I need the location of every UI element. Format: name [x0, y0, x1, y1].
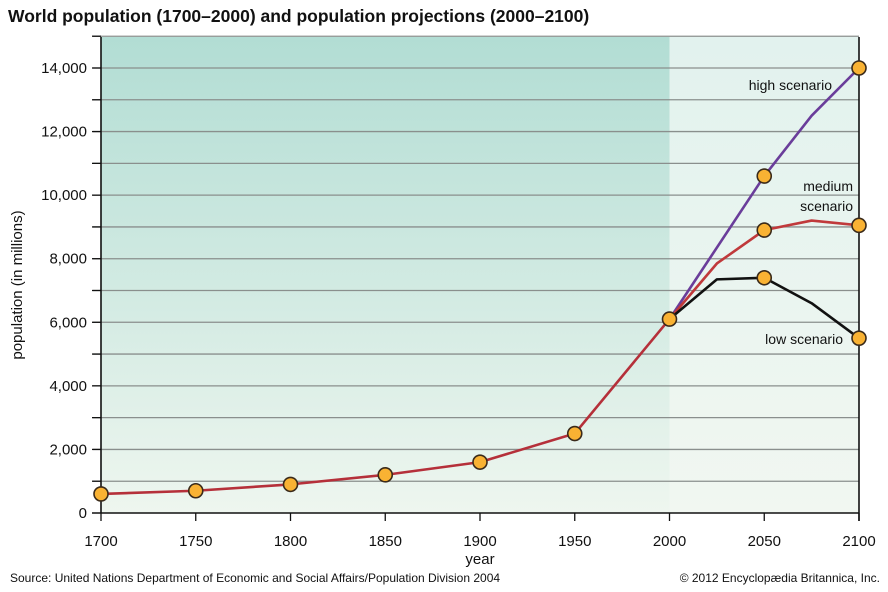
x-tick-label: 2050: [748, 533, 781, 550]
high-point-2050: [756, 168, 773, 184]
high-scenario-label: high scenario: [749, 77, 832, 93]
y-axis-label: population (in millions): [9, 210, 26, 359]
medium-scenario-label-line2: scenario: [800, 198, 853, 214]
x-tick-label: 1900: [463, 533, 496, 550]
low-point-2100: [851, 330, 867, 346]
y-tick-label: 8,000: [49, 251, 87, 268]
high-series-line: [668, 67, 860, 320]
low-scenario-label: low scenario: [765, 331, 843, 347]
medium-point-2100: [851, 217, 867, 234]
historical-point-1700: [93, 486, 109, 502]
medium-scenario-label-line1: medium: [803, 178, 853, 194]
x-tick-label: 1800: [274, 533, 307, 550]
historical-point-1850: [377, 467, 394, 483]
high-point-2100: [851, 60, 867, 76]
historical-point-1800: [282, 476, 299, 493]
y-tick-label: 6,000: [49, 314, 87, 331]
chart-title: World population (1700–2000) and populat…: [8, 6, 590, 26]
historical-region: [101, 37, 670, 513]
copyright-note: © 2012 Encyclopædia Britannica, Inc.: [679, 571, 880, 585]
x-axis-label: year: [465, 551, 494, 568]
low-point-2050: [756, 269, 773, 286]
x-tick-label: 1700: [84, 533, 117, 550]
y-tick-label: 14,000: [41, 60, 87, 77]
source-note: Source: United Nations Department of Eco…: [10, 571, 501, 585]
x-tick-label: 1750: [179, 533, 212, 550]
medium-point-2050: [756, 222, 773, 238]
historical-point-2000: [661, 311, 678, 327]
x-tick-label: 2000: [653, 533, 686, 550]
y-tick-label: 2,000: [49, 441, 87, 458]
historical-point-1950: [566, 425, 583, 442]
x-tick-label: 2100: [842, 533, 875, 550]
y-tick-label: 12,000: [41, 124, 87, 141]
y-tick-label: 0: [79, 505, 87, 522]
y-tick-label: 4,000: [49, 378, 87, 395]
historical-point-1900: [472, 454, 488, 470]
x-tick-label: 1850: [369, 533, 402, 550]
x-tick-label: 1950: [558, 533, 591, 550]
y-tick-label: 10,000: [41, 187, 87, 204]
historical-point-1750: [187, 482, 204, 499]
